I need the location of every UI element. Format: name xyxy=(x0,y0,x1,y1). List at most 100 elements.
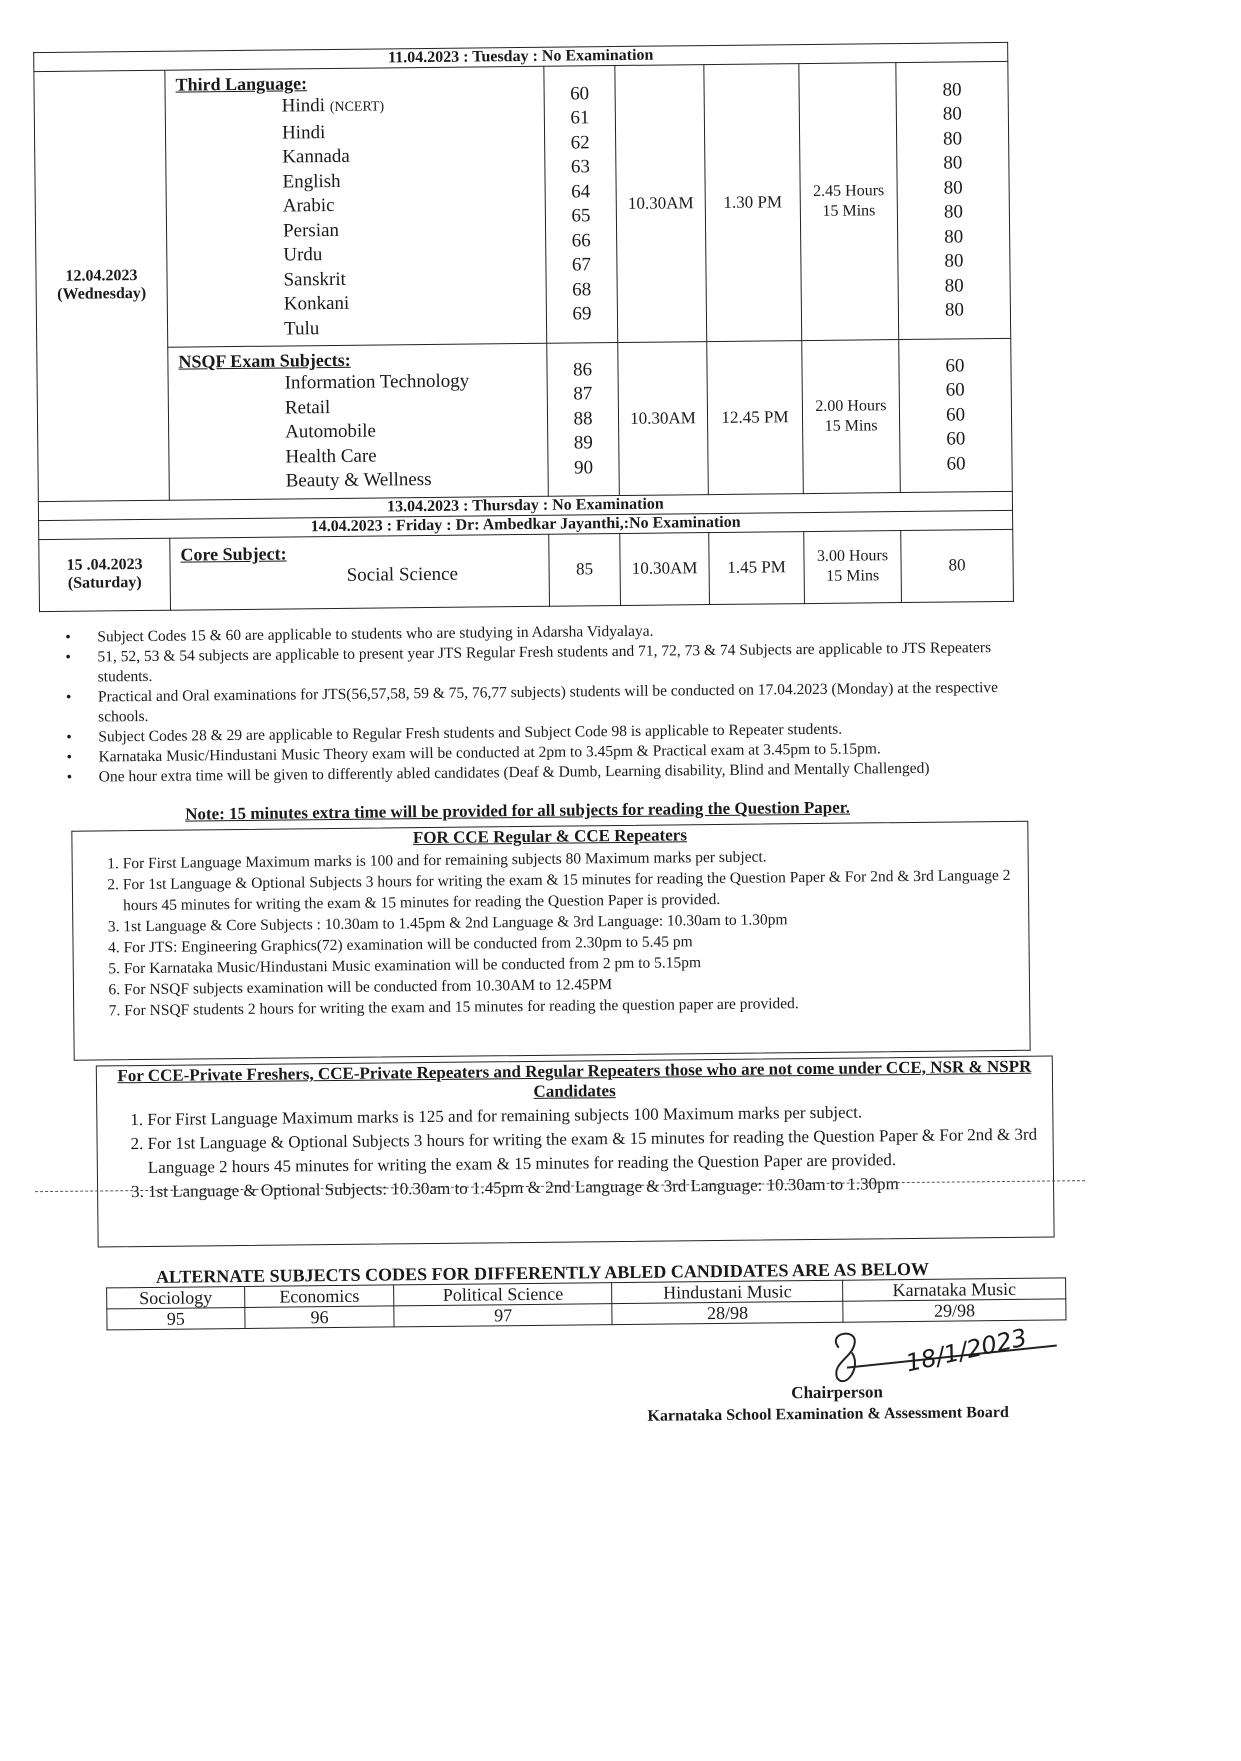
subject-name: Automobile xyxy=(285,418,541,445)
subject-label: Kannada xyxy=(282,145,350,168)
marks-value: 80 xyxy=(943,176,963,199)
subject-name: Hindi xyxy=(282,118,538,145)
subject-name: Arabic xyxy=(283,192,539,219)
subject-code: 65 xyxy=(571,205,591,227)
date-text: 12.04.2023 xyxy=(65,267,138,286)
marks-value: 60 xyxy=(945,354,965,377)
max-marks: 80 80 80 80 80 80 80 80 80 80 xyxy=(895,61,1011,340)
marks-value: 60 xyxy=(946,428,966,450)
end-time: 1.30 PM xyxy=(703,63,802,342)
marks-value: 80 xyxy=(944,274,964,297)
subject-name: Urdu xyxy=(283,241,539,268)
subject-codes: 60 61 62 63 64 65 66 67 68 69 xyxy=(543,65,618,344)
weekday-text: (Saturday) xyxy=(67,574,142,592)
subject-name: Tulu xyxy=(284,314,540,341)
subject-label: Tulu xyxy=(283,317,320,340)
subject-code: 62 xyxy=(570,131,590,153)
subject-note: (NCERT) xyxy=(329,99,385,116)
duration: 3.00 Hours 15 Mins xyxy=(803,530,902,604)
subject-name: Persian xyxy=(283,216,539,243)
subject-name: Sanskrit xyxy=(283,265,539,292)
subject-code: 61 xyxy=(570,107,590,129)
subject-label: Arabic xyxy=(282,194,335,217)
alternate-codes-table: Sociology Economics Political Science Hindu… xyxy=(106,1277,1066,1330)
subject-code: 63 xyxy=(570,156,591,178)
alternate-subject: Hindustani Music xyxy=(611,1280,844,1304)
marks-value: 80 xyxy=(942,103,962,125)
start-time: 10.30AM xyxy=(617,341,709,496)
notes-list: Subject Codes 15 & 60 are applicable to … xyxy=(65,618,1037,788)
start-time: 10.30AM xyxy=(619,532,710,605)
reading-time-note: Note: 15 minutes extra time will be prov… xyxy=(185,797,851,824)
subject-name: Kannada xyxy=(282,143,538,170)
marks-value: 60 xyxy=(946,452,966,475)
subject-label: Persian xyxy=(282,219,340,242)
subject-label: Hindi xyxy=(281,95,326,117)
subject-code: 68 xyxy=(572,278,592,300)
exam-row-15: 15 .04.2023 (Saturday) Core Subject: Socia… xyxy=(38,528,1014,612)
marks-value: 60 xyxy=(945,379,965,401)
alternate-subject: Political Science xyxy=(394,1282,612,1306)
subject-code: 67 xyxy=(571,254,592,276)
exam-date: 15 .04.2023 (Saturday) xyxy=(38,537,171,612)
alternate-subject: Economics xyxy=(244,1284,395,1308)
subject-name: Hindi (NCERT) xyxy=(282,92,538,121)
alternate-code: 29/98 xyxy=(843,1298,1066,1323)
exam-schedule-table: 11.04.2023 : Tuesday : No Examination 12.… xyxy=(33,42,1014,612)
marks-value: 80 xyxy=(943,152,963,174)
subject-label: Retail xyxy=(284,396,331,418)
alternate-subject: Sociology xyxy=(106,1286,245,1309)
subject-name: Health Care xyxy=(285,442,541,469)
subject-label: Beauty & Wellness xyxy=(285,468,432,492)
marks-value: 60 xyxy=(945,403,966,426)
subject-label: Information Technology xyxy=(284,370,470,394)
subject-code: 85 xyxy=(548,532,621,606)
subject-code: 89 xyxy=(573,432,593,454)
cce-regular-box: FOR CCE Regular & CCE Repeaters For Firs… xyxy=(71,820,1031,1061)
signature-icon xyxy=(835,1332,1057,1382)
exam-date: 12.04.2023 (Wednesday) xyxy=(33,70,170,502)
subject-code: 86 xyxy=(572,358,593,380)
duration: 2.00 Hours 15 Mins xyxy=(801,339,901,494)
alternate-code: 28/98 xyxy=(611,1301,844,1325)
alternate-code: 97 xyxy=(394,1303,613,1327)
subject-label: Konkani xyxy=(283,292,350,315)
subject-code: 66 xyxy=(571,229,591,251)
subject-code: 60 xyxy=(570,82,590,104)
end-time: 12.45 PM xyxy=(706,340,804,495)
signatory-organization: Karnataka School Examination & Assessmen… xyxy=(647,1403,1009,1425)
subject-name: Social Science xyxy=(346,563,459,586)
alternate-code: 96 xyxy=(244,1305,395,1329)
subject-codes: 86 87 88 89 90 xyxy=(546,342,620,496)
subject-code: 88 xyxy=(573,407,593,429)
subject-name: Retail xyxy=(285,393,541,420)
alternate-code: 95 xyxy=(106,1307,245,1330)
date-text: 15 .04.2023 xyxy=(66,555,143,574)
marks-value: 80 xyxy=(943,127,963,150)
duration: 2.45 Hours 15 Mins xyxy=(798,62,899,341)
marks-value: 80 xyxy=(943,201,963,223)
subject-label: Urdu xyxy=(283,244,323,266)
subject-name: English xyxy=(282,167,538,194)
weekday-text: (Wednesday) xyxy=(57,285,147,304)
private-candidates-box: For CCE-Private Freshers, CCE-Private Re… xyxy=(95,1055,1055,1248)
exam-group-row: 12.04.2023 (Wednesday) Third Language: Hind… xyxy=(33,61,1011,502)
subject-label: English xyxy=(282,170,341,193)
subject-label: Health Care xyxy=(285,445,377,467)
subject-code: 69 xyxy=(572,303,592,325)
subject-name: Konkani xyxy=(284,290,540,317)
max-marks: 60 60 60 60 60 xyxy=(898,338,1013,493)
marks-value: 80 xyxy=(944,250,964,272)
subject-code: 64 xyxy=(571,180,591,202)
signatory-title: Chairperson xyxy=(791,1382,883,1403)
subject-code: 90 xyxy=(573,456,594,478)
subject-code: 87 xyxy=(573,383,593,405)
exam-group-row: NSQF Exam Subjects: Information Technolog… xyxy=(37,338,1013,501)
subject-label: Sanskrit xyxy=(283,268,346,291)
end-time: 1.45 PM xyxy=(708,531,805,605)
subject-label: Hindi xyxy=(281,121,326,144)
marks-value: 80 xyxy=(944,299,965,321)
subject-name: Beauty & Wellness xyxy=(286,467,542,494)
subject-name: Information Technology xyxy=(285,369,541,396)
